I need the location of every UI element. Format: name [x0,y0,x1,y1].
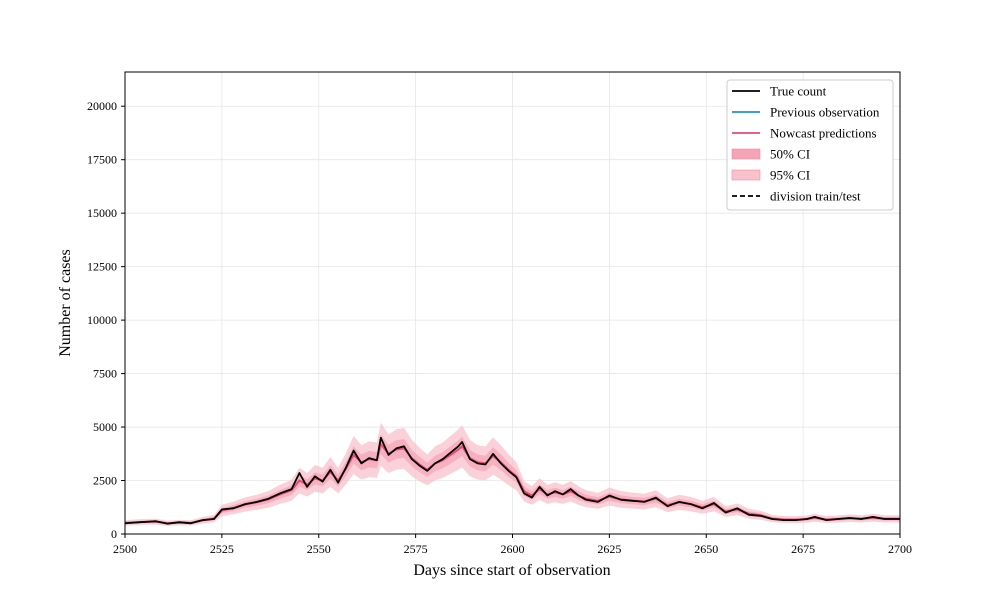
x-tick-label: 2550 [307,542,331,556]
legend-label: division train/test [770,189,861,204]
y-tick-label: 7500 [93,367,117,381]
legend-patch [731,148,761,160]
y-tick-label: 20000 [87,99,117,113]
y-tick-label: 15000 [87,206,117,220]
x-tick-label: 2700 [888,542,912,556]
legend-label: Previous observation [770,105,880,120]
ci-50-band [125,434,900,525]
legend-label: Nowcast predictions [770,126,877,141]
x-axis-ticks: 2500 2525 2550 2575 2600 2625 2650 2675 2700 [113,534,912,556]
legend-label: 50% CI [770,147,810,162]
legend-patch [731,169,761,181]
y-axis-label: Number of cases [57,249,74,357]
x-tick-label: 2625 [597,542,621,556]
y-tick-label: 2500 [93,474,117,488]
gridlines [124,72,901,535]
x-tick-label: 2500 [113,542,137,556]
x-tick-label: 2650 [694,542,718,556]
y-tick-label: 17500 [87,153,117,167]
series-lines [125,436,900,525]
x-tick-label: 2675 [791,542,815,556]
y-tick-label: 12500 [87,260,117,274]
y-tick-label: 10000 [87,313,117,327]
legend-frame [726,79,894,211]
x-tick-label: 2600 [501,542,525,556]
legend-label: 95% CI [770,168,810,183]
x-tick-label: 2525 [210,542,234,556]
x-axis-label: Days since start of observation [413,562,610,579]
y-tick-label: 0 [111,527,117,541]
legend-label: True count [770,84,827,99]
y-tick-label: 5000 [93,420,117,434]
x-tick-label: 2575 [404,542,428,556]
true-count-line [125,436,900,525]
y-axis-ticks: 0 2500 5000 7500 10000 12500 15000 17500 20000 [87,99,125,541]
legend: True count Previous observation Nowcast pr… [726,79,894,211]
